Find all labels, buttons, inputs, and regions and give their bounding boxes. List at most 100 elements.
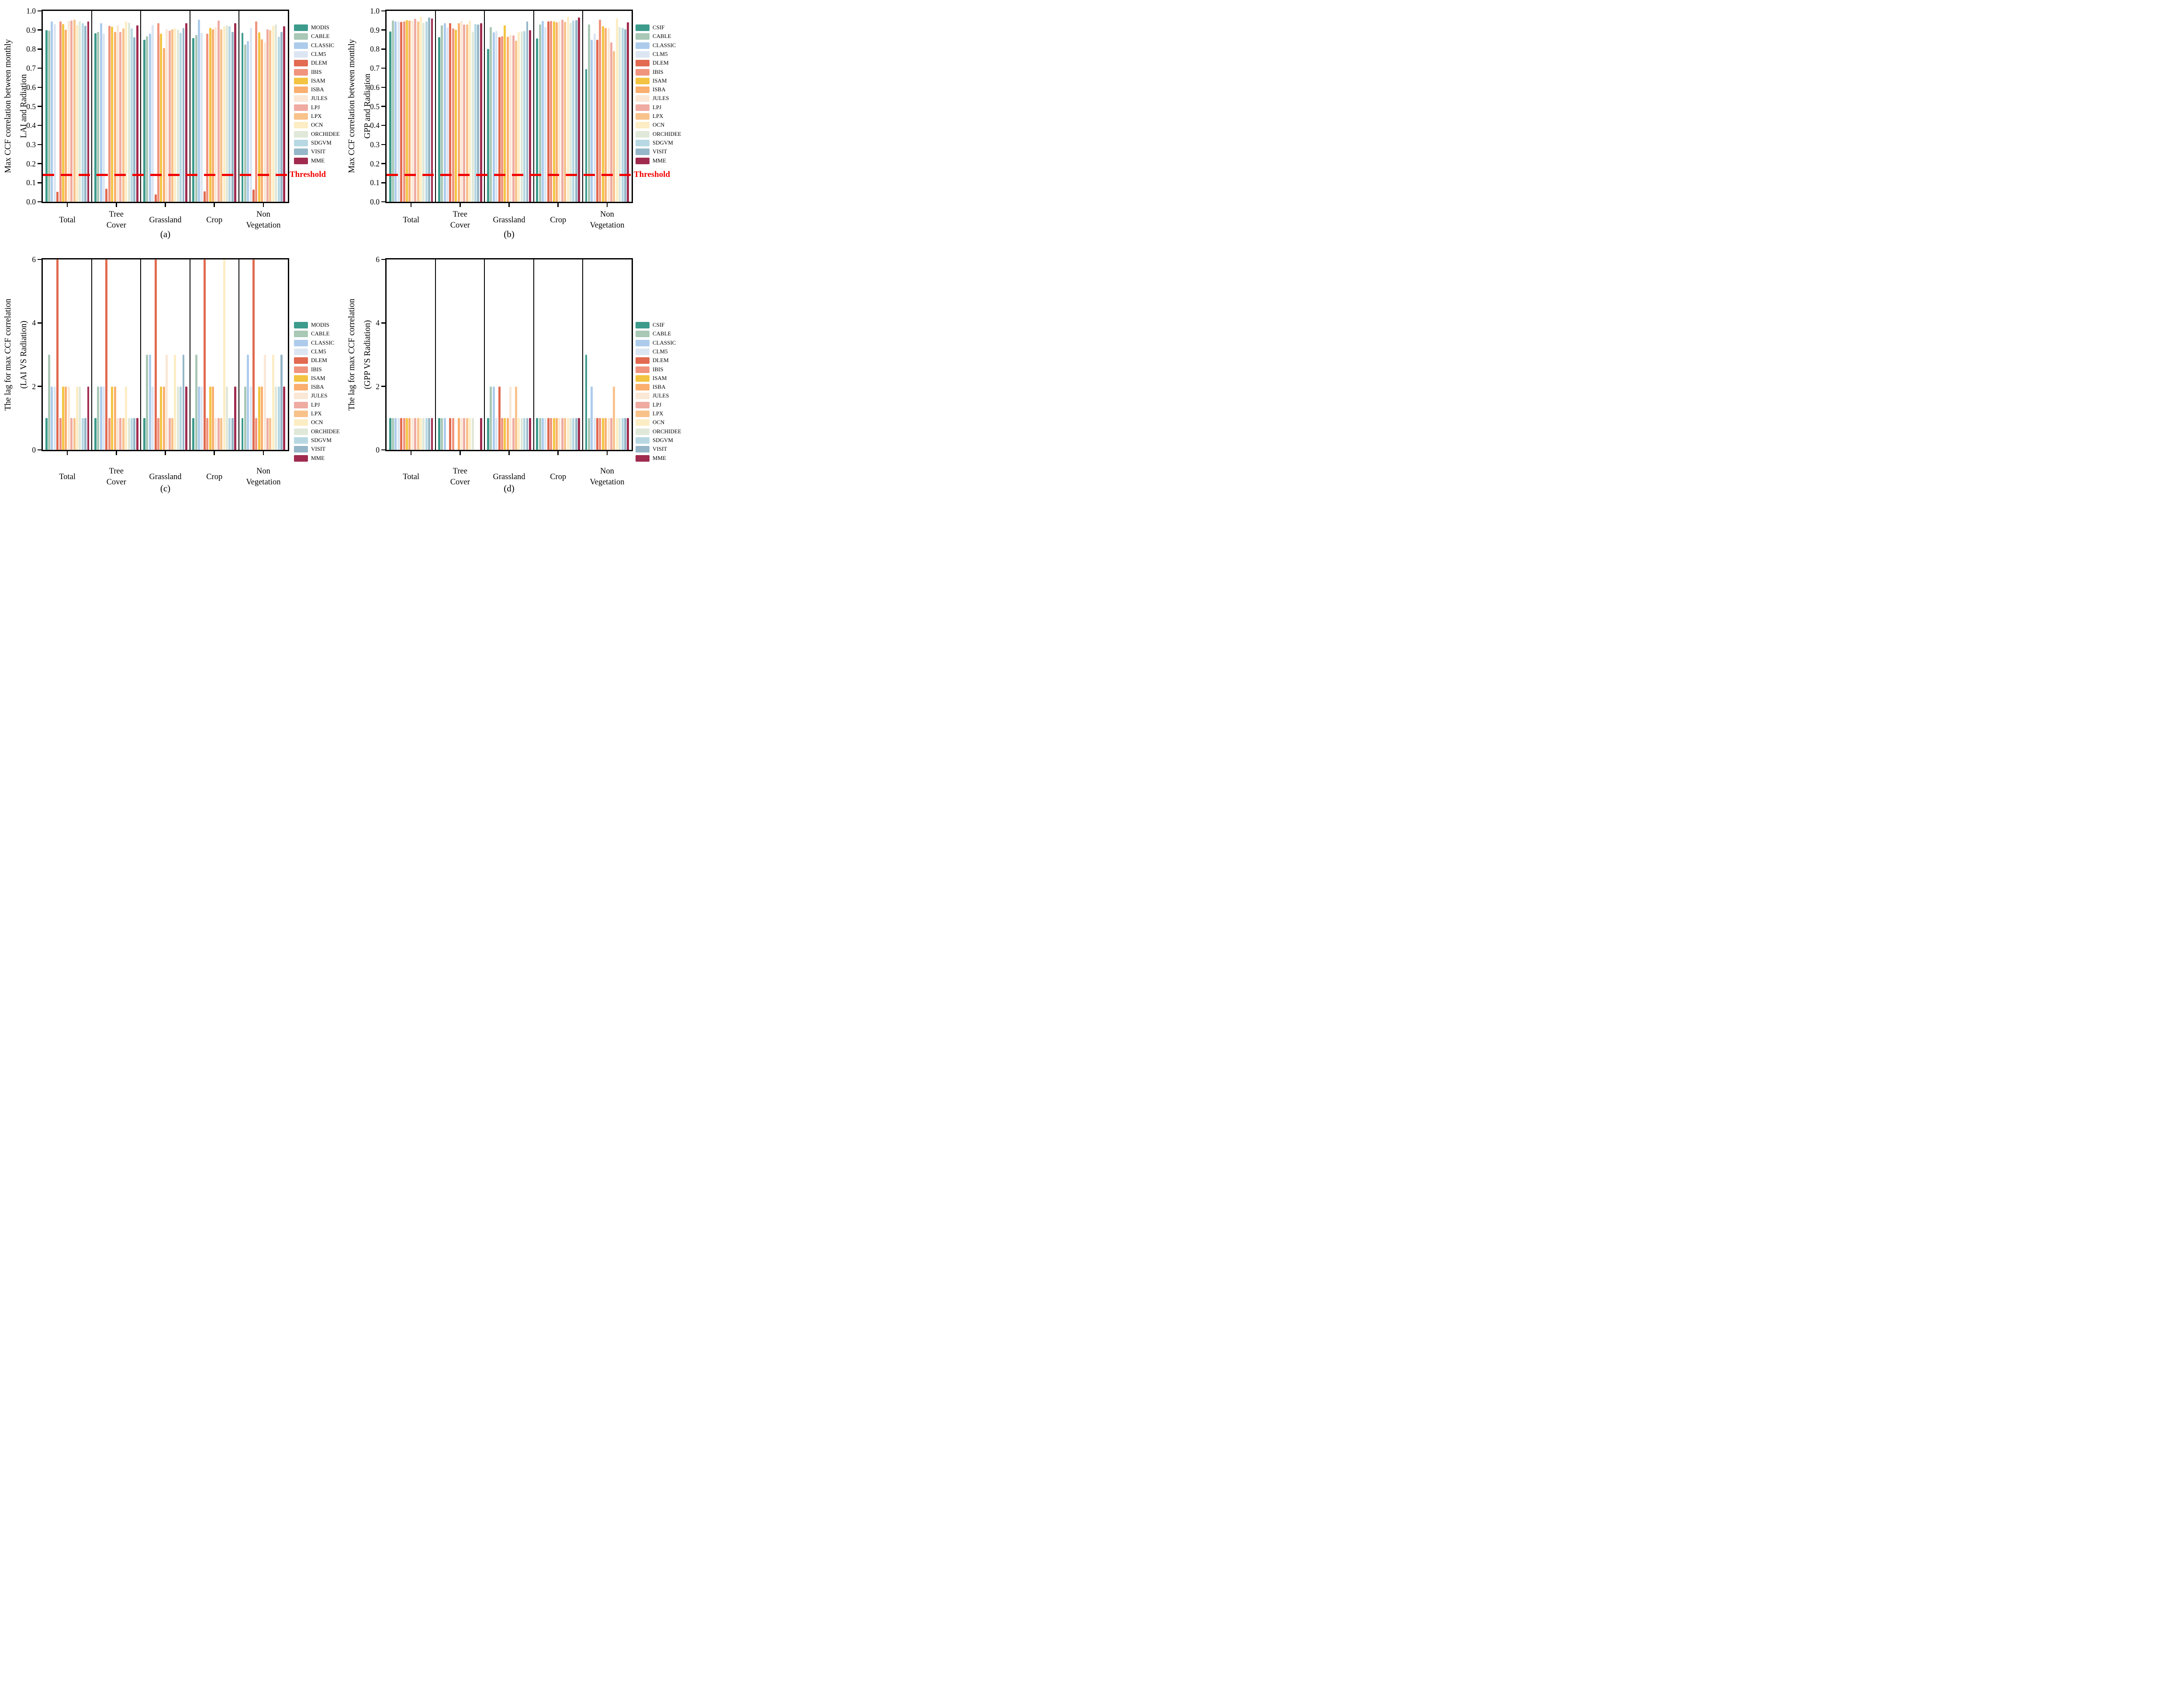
legend-label: CABLE [311, 33, 330, 40]
y-tick-mark [381, 10, 385, 12]
bar-cable-2 [490, 386, 492, 450]
bar-sdgvm-1 [130, 28, 133, 202]
bar-cable-1 [97, 31, 100, 202]
bar-mme-2 [185, 386, 187, 450]
y-tick-mark [381, 259, 385, 260]
legend-swatch-icon [636, 366, 650, 373]
legend-label: LPX [311, 113, 322, 119]
bar-ibis-2 [157, 23, 159, 202]
bar-isba-1 [457, 418, 460, 450]
legend-swatch-icon [636, 95, 650, 102]
bar-ocn-3 [223, 259, 225, 450]
bar-sdgvm-0 [81, 418, 84, 450]
bar-lpx-4 [613, 386, 615, 450]
bar-csif-0 [389, 31, 391, 202]
y-tick-label: 0 [32, 446, 36, 454]
bar-mme-1 [480, 418, 482, 450]
bar-isba-2 [506, 37, 509, 202]
legend-label: ISAM [311, 77, 325, 84]
bar-clm5-0 [53, 386, 56, 450]
y-tick-label: 6 [32, 255, 36, 264]
x-tick-mark [508, 451, 510, 455]
bar-visit-3 [231, 32, 234, 202]
bar-jules-4 [607, 418, 610, 450]
bar-isam-0 [406, 418, 408, 450]
bar-mme-1 [136, 418, 138, 450]
legend-swatch-icon [294, 60, 308, 67]
bar-mme-0 [431, 18, 433, 202]
bar-clm5-3 [544, 418, 547, 450]
bar-lpx-1 [122, 418, 124, 450]
x-tick-mark [214, 451, 215, 455]
y-tick-mark [381, 163, 385, 164]
group-separator [582, 11, 583, 202]
legend-swatch-icon [294, 411, 308, 417]
bar-visit-0 [84, 418, 87, 450]
bar-lpx-3 [564, 21, 567, 202]
legend-swatch-icon [636, 348, 650, 355]
bar-modis-1 [94, 418, 97, 450]
y-tick-label: 2 [32, 382, 36, 391]
bar-lpj-4 [266, 418, 269, 450]
legend-label: CSIF [653, 321, 665, 328]
bar-visit-1 [133, 37, 136, 202]
bar-clm5-4 [593, 34, 596, 202]
bar-cable-2 [490, 27, 492, 202]
bar-lpx-3 [220, 29, 223, 202]
bar-lpx-3 [220, 418, 223, 450]
legend-label: OCN [311, 419, 323, 426]
bar-isam-0 [62, 386, 64, 450]
panel-d-plot-area [385, 258, 633, 451]
panel-a-plot-area [41, 10, 289, 203]
bar-cable-1 [441, 25, 443, 202]
legend-label: ISBA [653, 86, 666, 93]
bar-mme-3 [234, 386, 237, 450]
bar-isba-0 [408, 20, 411, 202]
bar-sdgvm-3 [228, 26, 231, 202]
legend-swatch-icon [636, 455, 650, 462]
bar-lpx-2 [515, 40, 517, 202]
bar-ocn-0 [76, 386, 78, 450]
bar-isba-3 [556, 418, 558, 450]
bar-mme-4 [283, 26, 286, 202]
bar-isba-0 [65, 386, 67, 450]
bar-cable-1 [441, 418, 443, 450]
y-tick-label: 0.4 [26, 121, 36, 130]
y-tick-label: 0.1 [370, 178, 380, 187]
y-tick-label: 0.8 [370, 45, 380, 54]
bar-isba-3 [212, 29, 214, 202]
bar-modis-4 [241, 418, 244, 450]
panel-a-threshold-label: Threshold [290, 170, 326, 179]
y-tick-mark [38, 29, 41, 31]
legend-label: DLEM [653, 357, 669, 364]
bar-modis-0 [45, 418, 48, 450]
legend-label: VISIT [653, 446, 667, 452]
bar-isba-0 [65, 29, 67, 202]
bar-modis-0 [45, 30, 48, 202]
bar-lpj-3 [561, 418, 563, 450]
bar-modis-2 [143, 40, 146, 202]
bar-ibis-4 [255, 21, 258, 202]
bar-orchidee-3 [569, 23, 572, 202]
x-tick-mark [460, 451, 461, 455]
bar-clm5-1 [446, 28, 449, 202]
bar-ibis-3 [206, 418, 209, 450]
bar-clm5-4 [249, 386, 252, 450]
bar-dlem-3 [547, 418, 549, 450]
x-tick-mark [557, 203, 559, 207]
bar-classic-0 [51, 21, 53, 202]
x-tick-mark [508, 203, 510, 207]
legend-label: MME [311, 157, 325, 164]
legend-swatch-icon [294, 393, 308, 400]
y-tick-label: 2 [376, 382, 380, 391]
bar-jules-1 [460, 20, 463, 202]
bar-isam-3 [209, 386, 211, 450]
group-separator [484, 11, 485, 202]
legend-swatch-icon [294, 157, 308, 164]
y-tick-label: 0.7 [370, 64, 380, 73]
bar-jules-4 [263, 42, 266, 202]
legend-swatch-icon [294, 375, 308, 382]
bar-jules-0 [411, 418, 414, 450]
x-category-label: Crop [550, 472, 567, 481]
legend-swatch-icon [636, 419, 650, 426]
